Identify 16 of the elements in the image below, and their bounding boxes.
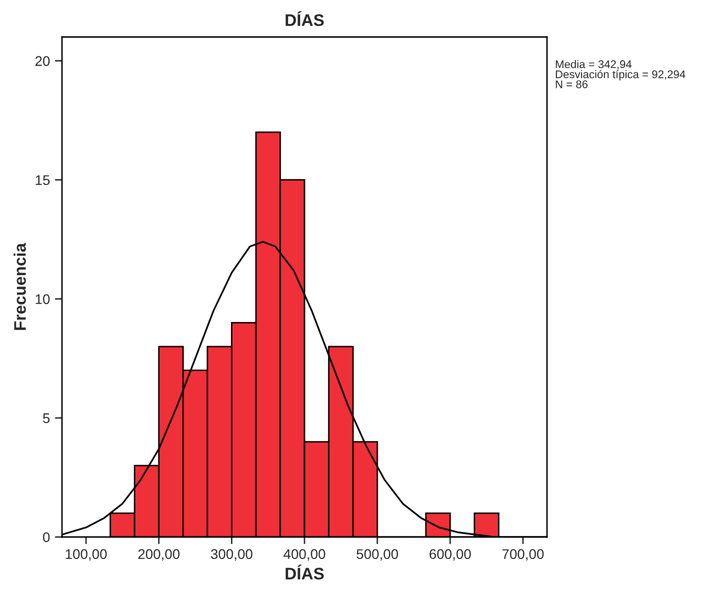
y-axis-title: Frecuencia	[14, 242, 26, 330]
chart-title: DÍAS	[286, 11, 324, 26]
y-tick-label: 20	[35, 56, 50, 66]
text: Media = 342,94 Desviación típica = 92,294 N = 86	[556, 60, 686, 88]
y-tick-label: 10	[36, 294, 50, 304]
y-tick-label: 15	[36, 175, 50, 186]
y-tick-label: 5	[43, 413, 50, 424]
x-tick-label: 300,00	[210, 549, 252, 561]
x-tick-label: 100,00	[66, 549, 107, 561]
x-axis-title: DÍAS	[286, 564, 324, 580]
y-tick-label: 0	[43, 532, 50, 542]
x-tick-label: 700,00	[502, 549, 544, 561]
x-tick-label: 600,00	[430, 549, 471, 561]
x-tick-label: 500,00	[356, 549, 398, 561]
x-tick-label: 200,00	[138, 549, 180, 561]
x-tick-label: 400,00	[284, 549, 326, 561]
